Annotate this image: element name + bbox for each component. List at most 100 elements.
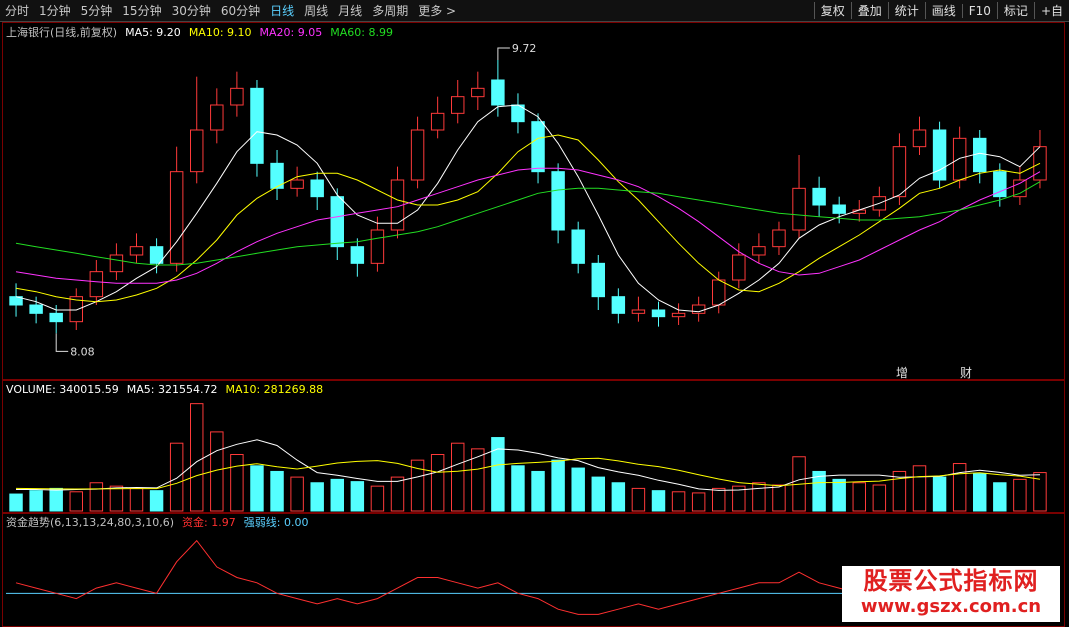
period-tab[interactable]: 1分钟: [39, 4, 71, 18]
candle-body: [451, 96, 465, 114]
tool-button[interactable]: 统计: [887, 2, 925, 19]
annotation-leader: [497, 47, 510, 60]
toolbar: 分时 1分钟 5分钟 15分钟 30分钟 60分钟 日线 周线 月线 多周期 更多 > 复权 叠加 统计…: [0, 0, 1069, 22]
volume-legend: MA5: 321554.72: [126, 382, 218, 396]
volume-bar: [732, 485, 746, 512]
tool-button[interactable]: F10: [961, 3, 997, 18]
tool-button[interactable]: 标记: [996, 2, 1034, 19]
candle-body: [310, 179, 324, 198]
candle-body: [571, 229, 585, 264]
volume-bar: [531, 470, 545, 512]
period-tab[interactable]: 5分钟: [80, 4, 113, 18]
volume-bar: [752, 482, 766, 512]
volume-bar: [190, 403, 204, 512]
volume-bar: [330, 478, 344, 512]
volume-bar: [912, 465, 927, 512]
price-annotation: 8.08: [70, 345, 95, 358]
volume-bar: [651, 490, 666, 512]
stock-title: 上海银行(日线,前复权): [6, 26, 118, 39]
candle-body: [270, 162, 284, 189]
period-tab[interactable]: 更多 >: [418, 4, 457, 18]
candle-body: [290, 179, 304, 189]
ma-legend: MA5: 9.20: [125, 25, 181, 39]
volume-bar: [832, 478, 846, 512]
volume-bar: [390, 476, 405, 512]
period-tab[interactable]: 日线: [270, 4, 295, 18]
volume-bar: [410, 459, 425, 512]
candle-body: [631, 309, 646, 314]
candle-body: [812, 187, 826, 206]
volume-legend: MA10: 281269.88: [225, 382, 324, 396]
panel-frame: [2, 22, 1065, 380]
candle-body: [1013, 179, 1027, 198]
volume-bar: [1013, 478, 1027, 512]
volume-bar: [310, 482, 324, 512]
volume-bar: [149, 490, 164, 512]
candle-body: [410, 129, 425, 181]
volume-bar: [109, 485, 124, 512]
candle-body: [912, 129, 927, 148]
volume-bar: [9, 493, 23, 512]
candle-body: [752, 246, 766, 256]
volume-bar: [691, 492, 706, 512]
period-tab[interactable]: 周线: [304, 4, 329, 18]
candle-body: [430, 112, 445, 131]
indicator-header: 资金趋势(6,13,13,24,80,3,10,6) 资金: 1.97 强弱线: …: [6, 514, 308, 530]
candle-body: [832, 204, 846, 214]
period-tab[interactable]: 分时: [5, 4, 30, 18]
candle-body: [932, 129, 947, 181]
period-tabs: 分时 1分钟 5分钟 15分钟 30分钟 60分钟 日线 周线 月线 多周期 更多 >: [0, 0, 461, 22]
candle-body: [491, 79, 505, 106]
ma-legend: MA60: 8.99: [330, 25, 393, 39]
candle-body: [29, 304, 43, 314]
period-tab[interactable]: 多周期: [372, 4, 409, 18]
candle-body: [591, 262, 605, 298]
volume-ma-line: [16, 439, 1041, 491]
volume-bar: [712, 487, 726, 512]
period-tab[interactable]: 30分钟: [171, 4, 211, 18]
candle-body: [551, 171, 565, 231]
volume-bar: [350, 481, 365, 512]
tool-button[interactable]: 画线: [924, 2, 962, 19]
volume-bar: [993, 482, 1007, 512]
volume-bar: [611, 482, 626, 512]
candle-body: [792, 187, 806, 231]
volume-bar: [551, 459, 565, 512]
volume-bar: [772, 484, 786, 512]
volume-bar: [430, 454, 445, 512]
period-tab[interactable]: 60分钟: [220, 4, 261, 18]
volume-bar: [591, 476, 605, 512]
candle-body: [993, 171, 1007, 198]
tool-buttons: 复权 叠加 统计 画线 F10 标记 +自: [813, 0, 1069, 22]
volume-legend: VOLUME: 340015.59: [6, 382, 119, 396]
candle-body: [671, 312, 686, 318]
volume-bar: [631, 487, 646, 512]
volume-header: VOLUME: 340015.59 MA5: 321554.72 MA10: 281…: [6, 381, 323, 397]
candle-body: [892, 146, 907, 198]
volume-bar: [290, 476, 304, 512]
period-tab[interactable]: 月线: [338, 4, 363, 18]
panel-frame: [2, 380, 1065, 513]
event-marker[interactable]: 财: [960, 366, 973, 380]
candle-body: [149, 246, 164, 264]
candle-body: [732, 254, 746, 281]
ma-legend: MA20: 9.05: [259, 25, 323, 39]
volume-bar: [89, 482, 104, 512]
annotation-leader: [55, 333, 69, 352]
volume-bar: [370, 485, 385, 512]
candle-body: [531, 121, 545, 173]
volume-bar: [69, 491, 83, 512]
candle-body: [190, 129, 204, 173]
volume-bar: [1033, 472, 1047, 512]
volume-bar: [671, 491, 686, 512]
price-annotation: 9.72: [512, 42, 537, 55]
volume-bar: [451, 442, 465, 512]
period-tab[interactable]: 15分钟: [122, 4, 162, 18]
event-marker[interactable]: 增: [896, 366, 909, 380]
candle-body: [69, 296, 83, 323]
tool-button[interactable]: 叠加: [850, 2, 888, 19]
tool-button[interactable]: +自: [1033, 2, 1069, 19]
indicator-legend: 资金: 1.97: [182, 516, 236, 529]
tool-button[interactable]: 复权: [813, 2, 851, 19]
